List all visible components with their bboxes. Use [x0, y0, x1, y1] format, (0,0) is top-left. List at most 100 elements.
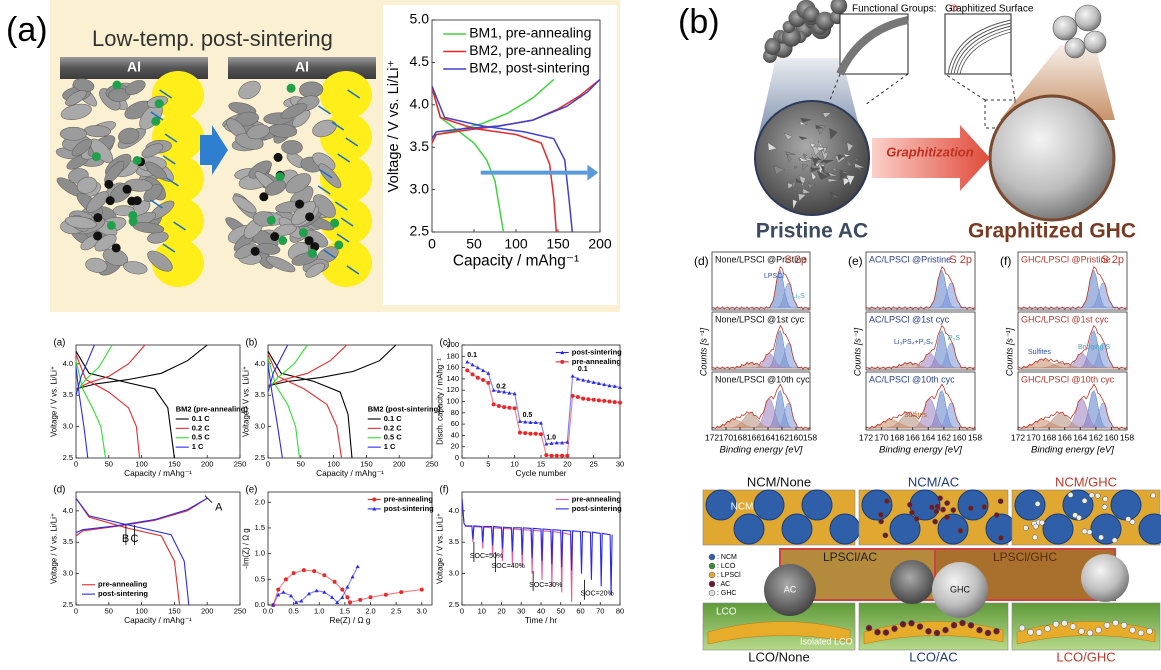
data-point — [322, 573, 327, 578]
data-point — [602, 382, 607, 387]
data-point — [330, 595, 335, 599]
x-tick-label: 50 — [105, 607, 113, 616]
binder-dot — [298, 228, 308, 238]
binder-dot — [275, 172, 285, 182]
panel-title: Low-temp. post-sintering — [92, 26, 333, 51]
spectrum-title: GHC/LPSCl @Pristine — [1021, 254, 1111, 264]
binder-dot — [278, 236, 288, 246]
annotation: SOC=20% — [581, 591, 614, 598]
data-point — [517, 430, 522, 435]
ac-dot — [944, 514, 950, 521]
ion-arrow — [317, 185, 331, 195]
legend-swatch — [372, 497, 377, 502]
legend-label: BM2, pre-annealing — [469, 42, 591, 58]
ghc-bubble — [1064, 37, 1086, 59]
ac-dot — [907, 501, 913, 508]
data-point — [475, 365, 480, 370]
ncm-particle — [829, 513, 861, 545]
ncm-particle — [937, 513, 969, 545]
data-point — [544, 441, 549, 446]
ac-dot — [882, 629, 890, 636]
ac-dot — [997, 498, 1004, 505]
x-tick-label: 30 — [517, 607, 525, 616]
peak-label: Sulfites — [904, 412, 927, 419]
ghc-dot — [1098, 534, 1104, 541]
x-tick-label: 150 — [168, 460, 181, 469]
panel-label: (f) — [440, 485, 449, 496]
x-tick-label: 100 — [504, 235, 528, 251]
y-tick-label: 100 — [446, 396, 459, 405]
particle — [132, 222, 165, 234]
data-point — [533, 431, 538, 436]
particle — [123, 261, 148, 275]
x-tick-label: 2.5 — [391, 607, 401, 616]
x-tick-label: 166 — [906, 432, 920, 442]
y-tick-label: 4.5 — [410, 53, 430, 69]
data-point — [332, 579, 337, 584]
data-point — [612, 384, 617, 388]
ac-fragment — [819, 164, 825, 174]
annotation-arrow — [204, 495, 213, 503]
peak-label: LPSCl — [764, 273, 784, 280]
x-tick-label: 60 — [576, 607, 584, 616]
carbon-dot — [93, 213, 103, 223]
particle — [59, 126, 87, 141]
data-point — [368, 595, 373, 600]
legend-label: 0.1 C — [192, 414, 211, 423]
x-tick-label: 1.5 — [340, 607, 350, 616]
y-tick-label: 4.0 — [255, 359, 265, 368]
data-point — [596, 381, 601, 386]
x-tick-label: 150 — [546, 235, 570, 251]
carbon-dot — [127, 196, 137, 206]
x-tick-label: 1.0 — [314, 607, 324, 616]
graphite-layer — [953, 25, 1012, 75]
ac-fragment — [810, 153, 816, 160]
ghc-dot — [1086, 529, 1093, 536]
data-point — [549, 453, 554, 458]
data-line — [461, 498, 574, 602]
chart: 0 50 100 150 200 250 2.5 3.0 3.5 4.0 Capacity / mA… — [241, 338, 441, 478]
data-point — [276, 587, 281, 592]
panel-label: (d) — [694, 254, 709, 268]
carbon-dot — [105, 196, 115, 206]
y-axis-label: Counts [s⁻¹] — [1004, 327, 1014, 376]
ac-dot — [957, 527, 964, 534]
particle-label: LCO — [716, 607, 737, 618]
y-axis-label: Voltage / V vs. Li/Li⁺ — [241, 366, 250, 437]
ac-dot — [884, 498, 890, 504]
x-tick-label: 0.0 — [263, 607, 273, 616]
particle — [85, 257, 108, 273]
annotation: SOC=40% — [492, 563, 525, 570]
arrow-label: Graphitization — [886, 144, 973, 159]
y-tick-label: 2.5 — [63, 453, 73, 462]
ac-dot — [993, 628, 1000, 635]
x-tick-label: 250 — [234, 607, 247, 616]
y-tick-label: 60 — [451, 419, 459, 428]
ac-dot — [925, 628, 932, 635]
ncm-particle — [733, 513, 765, 545]
legend-label: 1 C — [192, 442, 204, 451]
ac-fragment — [773, 165, 786, 175]
y-tick-label: 4.0 — [63, 506, 73, 515]
data-point — [554, 453, 559, 458]
zoom-guide — [944, 73, 986, 101]
particle — [234, 243, 257, 259]
data-point — [512, 391, 517, 396]
legend-label: pre-annealing — [572, 357, 622, 366]
y-tick-label: 0 — [455, 453, 459, 462]
legend-label: : AC — [717, 581, 730, 588]
legend-label: 0.5 C — [192, 433, 211, 442]
y-tick-label: 160 — [446, 363, 459, 372]
y-axis-label: Voltage / V vs. Li/Li⁺ — [435, 513, 444, 584]
ac-fragment — [811, 157, 819, 165]
panel-label: (e) — [246, 485, 258, 496]
data-point — [575, 376, 580, 381]
ac-fragment — [827, 178, 839, 183]
caption: Graphitized Surface — [945, 4, 1034, 15]
ghc-dot — [1120, 622, 1128, 629]
x-tick-label: 50 — [557, 607, 565, 616]
ghc-bubble — [1052, 15, 1078, 41]
spectrum-title: None/LPSCl @Pristine — [715, 254, 806, 264]
condition-title: LCO/GHC — [1056, 649, 1115, 664]
data-point — [560, 440, 565, 445]
